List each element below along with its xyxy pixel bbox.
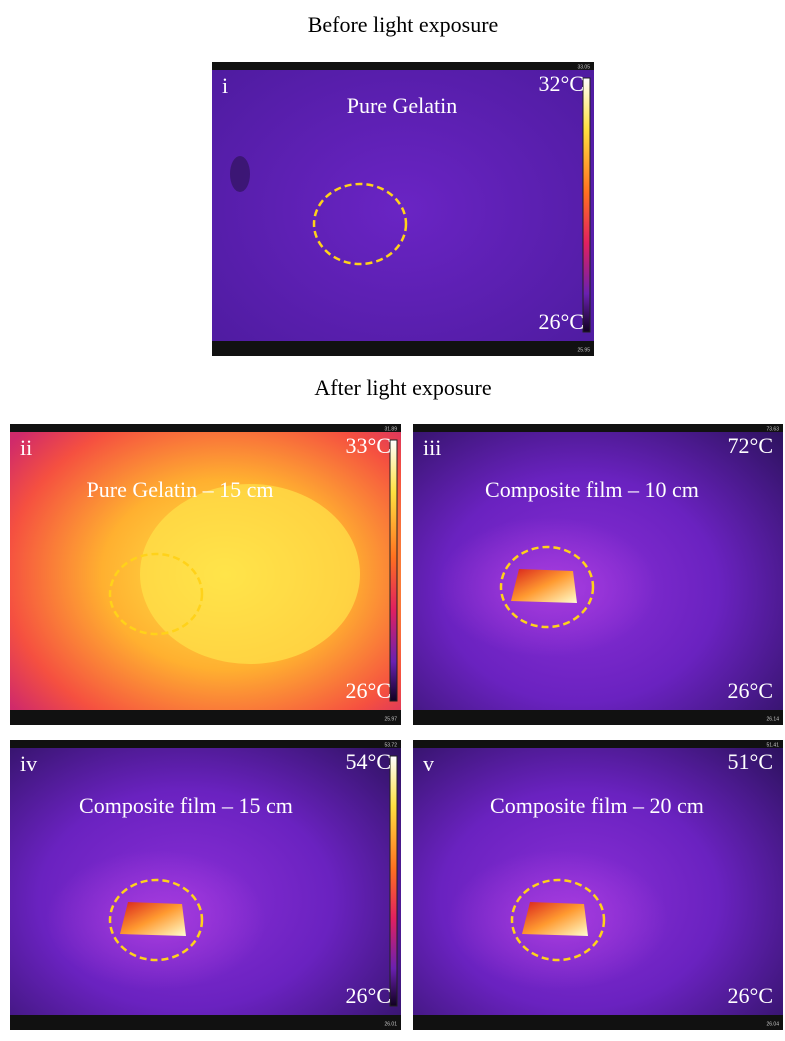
scale-min: 26.04	[766, 1021, 779, 1027]
color-scale	[390, 440, 397, 701]
heated-film	[120, 902, 186, 936]
panel-label: ii	[20, 435, 32, 460]
min-temp: 26°C	[346, 983, 391, 1008]
scale-min: 26.14	[766, 716, 779, 722]
bottom-bar	[212, 341, 594, 356]
top-bar	[10, 424, 401, 432]
top-bar	[10, 740, 401, 748]
panel-label: i	[222, 73, 228, 98]
color-scale	[583, 78, 590, 332]
top-bar	[413, 424, 783, 432]
bottom-bar	[413, 710, 783, 725]
dark-spot	[230, 156, 250, 192]
panel-caption: Composite film – 15 cm	[79, 793, 293, 818]
panel-caption: Pure Gelatin	[347, 93, 458, 118]
min-temp: 26°C	[346, 678, 391, 703]
scale-min: 25.97	[384, 716, 397, 722]
page: {"headings": {"before": "Before light ex…	[0, 0, 785, 1041]
heading: Before light exposure	[308, 12, 499, 37]
scale-max: 31.89	[384, 426, 397, 432]
panel-label: v	[423, 751, 434, 776]
top-bar	[413, 740, 783, 748]
thermal-panel: ii Pure Gelatin – 15 cm 33°C 26°C 31.89 25.97	[10, 424, 401, 725]
thermal-panel: v Composite film – 20 cm 51°C 26°C 51.41 26.0…	[413, 740, 783, 1030]
max-temp: 51°C	[728, 749, 773, 774]
panel-caption: Composite film – 10 cm	[485, 477, 699, 502]
min-temp: 26°C	[728, 983, 773, 1008]
bottom-bar	[10, 1015, 401, 1030]
scale-max: 51.41	[766, 742, 779, 748]
scale-max: 33.05	[577, 64, 590, 70]
thermal-panel: i Pure Gelatin 32°C 26°C 33.05 25.95	[212, 62, 594, 356]
max-temp: 72°C	[728, 433, 773, 458]
bottom-bar	[413, 1015, 783, 1030]
min-temp: 26°C	[728, 678, 773, 703]
scale-min: 25.95	[577, 347, 590, 353]
top-bar	[212, 62, 594, 70]
heat-region	[140, 484, 360, 664]
panel-caption: Composite film – 20 cm	[490, 793, 704, 818]
scale-max: 53.72	[384, 742, 397, 748]
bottom-bar	[10, 710, 401, 725]
thermal-panel: iv Composite film – 15 cm 54°C 26°C 53.72 26.…	[10, 740, 401, 1030]
panel-label: iii	[423, 435, 441, 460]
color-scale	[390, 756, 397, 1006]
max-temp: 32°C	[539, 71, 584, 96]
heated-film	[522, 902, 588, 936]
max-temp: 33°C	[346, 433, 391, 458]
thermal-panel: iii Composite film – 10 cm 72°C 26°C 73.63 26…	[413, 424, 783, 725]
scale-max: 73.63	[766, 426, 779, 432]
min-temp: 26°C	[539, 309, 584, 334]
panel-caption: Pure Gelatin – 15 cm	[87, 477, 274, 502]
heated-film	[511, 569, 577, 603]
scale-min: 26.01	[384, 1021, 397, 1027]
figure: Before light exposure After light exposu…	[0, 0, 785, 1041]
panel-label: iv	[20, 751, 37, 776]
max-temp: 54°C	[346, 749, 391, 774]
heading: After light exposure	[314, 375, 491, 400]
